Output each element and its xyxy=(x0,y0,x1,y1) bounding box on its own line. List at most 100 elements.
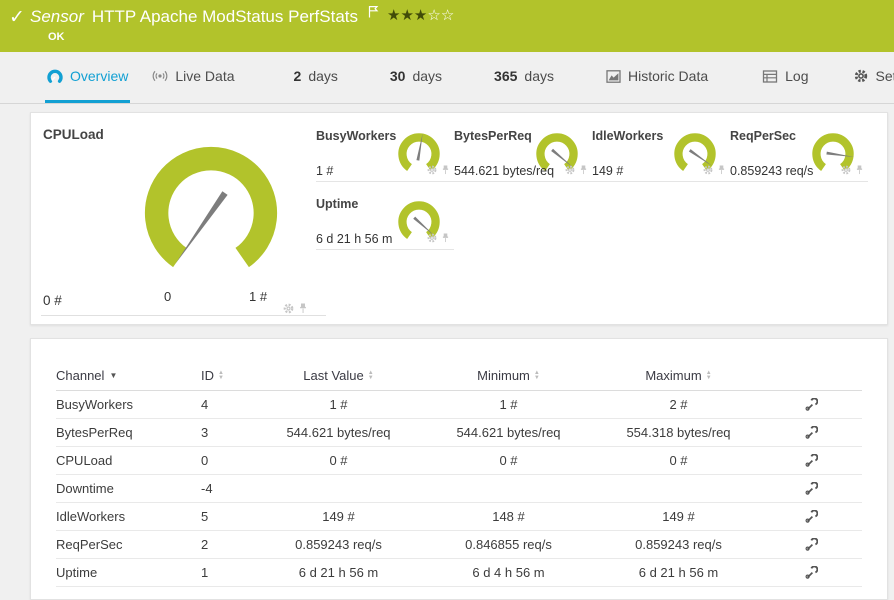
area-chart-icon xyxy=(606,69,621,84)
tab-overview-label: Overview xyxy=(70,68,129,84)
channel-name: Uptime xyxy=(56,565,98,580)
sort-icon[interactable]: ▲ ▼ xyxy=(218,369,224,381)
channel-last-value: 1 # xyxy=(329,397,348,412)
tab-2-days-number: 2 xyxy=(293,68,302,84)
status-badge: OK xyxy=(48,31,65,43)
tab-historic-data-label: Historic Data xyxy=(627,68,709,84)
channel-name: ReqPerSec xyxy=(56,537,123,552)
gauge-idleworkers-title: IdleWorkers xyxy=(592,129,664,143)
channel-id: 0 xyxy=(201,453,209,468)
gauge-idleworkers[interactable]: IdleWorkers 149 # xyxy=(592,127,730,182)
busyworkers-gauge-needle xyxy=(416,133,423,161)
table-row-bytesperreq: BytesPerReq 3 544.621 bytes/req 544.621 … xyxy=(56,419,862,447)
gauge-icon xyxy=(47,69,63,84)
channel-last-value: 0 # xyxy=(329,453,348,468)
sensor-title: HTTP Apache ModStatus PerfStats xyxy=(91,7,359,26)
priority-stars[interactable]: ★★★☆☆ xyxy=(387,6,454,24)
gauge-pin-icon[interactable] xyxy=(579,162,588,180)
gauge-pin-icon[interactable] xyxy=(717,162,726,180)
tab-365-days-number: 365 xyxy=(494,68,518,84)
cpuload-scale-max: 1 # xyxy=(249,289,268,304)
channel-settings-wrench-icon[interactable] xyxy=(805,566,818,579)
channel-id: 3 xyxy=(201,425,209,440)
channel-settings-wrench-icon[interactable] xyxy=(805,538,818,551)
bytesperreq-gauge-needle xyxy=(551,148,574,168)
table-row-uptime: Uptime 1 6 d 21 h 56 m 6 d 4 h 56 m 6 d … xyxy=(56,559,862,587)
cpuload-scale-min: 0 xyxy=(164,289,172,304)
channel-settings-wrench-icon[interactable] xyxy=(805,398,818,411)
priority-stars-filled: ★★★ xyxy=(387,7,428,24)
gauge-bytesperreq[interactable]: BytesPerReq 544.621 bytes/req xyxy=(454,127,592,182)
tab-overview[interactable]: Overview xyxy=(45,52,131,103)
gauge-bytesperreq-title: BytesPerReq xyxy=(454,129,532,143)
reqpersec-gauge-needle xyxy=(826,151,854,157)
channel-maximum: 0.859243 req/s xyxy=(635,537,722,552)
sort-icon[interactable]: ▲ ▼ xyxy=(533,369,540,381)
gauge-pin-icon[interactable] xyxy=(855,162,864,180)
channel-id: 1 xyxy=(201,565,209,580)
idleworkers-gauge-dial xyxy=(674,133,716,171)
column-header-maximum[interactable]: Maximum xyxy=(645,368,702,383)
channel-maximum: 554.318 bytes/req xyxy=(626,425,731,440)
tab-historic-data[interactable]: Historic Data xyxy=(604,52,710,103)
channel-id: 2 xyxy=(201,537,209,552)
column-header-last-value[interactable]: Last Value xyxy=(303,368,364,383)
column-header-channel[interactable]: Channel xyxy=(56,368,105,383)
gauge-pin-icon[interactable] xyxy=(298,301,308,319)
flag-icon[interactable] xyxy=(368,5,379,23)
bytesperreq-gauge-dial xyxy=(536,133,578,171)
sensor-type-label: Sensor xyxy=(30,7,84,26)
tab-log-label: Log xyxy=(785,68,809,84)
sort-desc-icon[interactable]: ▼ xyxy=(109,371,118,380)
column-header-id[interactable]: ID xyxy=(201,368,214,383)
tab-365-days[interactable]: 365 days xyxy=(492,52,556,103)
channel-settings-wrench-icon[interactable] xyxy=(805,510,818,523)
table-row-reqpersec: ReqPerSec 2 0.859243 req/s 0.846855 req/… xyxy=(56,531,862,559)
gauge-gear-icon[interactable] xyxy=(703,162,713,180)
column-header-minimum[interactable]: Minimum xyxy=(477,368,530,383)
channel-maximum: 6 d 21 h 56 m xyxy=(638,565,719,580)
tab-settings[interactable]: Settings xyxy=(852,52,894,103)
idleworkers-last-value: 149 # xyxy=(592,164,624,178)
gauge-uptime[interactable]: Uptime 6 d 21 h 56 m xyxy=(316,195,454,250)
table-row-idleworkers: IdleWorkers 5 149 # 148 # 149 # xyxy=(56,503,862,531)
table-row-busyworkers: BusyWorkers 4 1 # 1 # 2 # xyxy=(56,391,862,419)
gauge-gear-icon[interactable] xyxy=(565,162,575,180)
tab-bar: Overview Live Data 2 days 30 days 365 da… xyxy=(0,52,894,104)
channel-id: 5 xyxy=(201,509,209,524)
channel-maximum: 2 # xyxy=(669,397,688,412)
tab-settings-label: Settings xyxy=(875,68,894,84)
channel-last-value: 6 d 21 h 56 m xyxy=(298,565,379,580)
gauge-gear-icon[interactable] xyxy=(841,162,851,180)
priority-stars-empty: ☆☆ xyxy=(427,7,455,24)
tab-2-days[interactable]: 2 days xyxy=(292,52,340,103)
channel-minimum: 0 # xyxy=(499,453,518,468)
cell-divider xyxy=(41,315,326,316)
tab-30-days[interactable]: 30 days xyxy=(388,52,444,103)
gauge-pin-icon[interactable] xyxy=(441,230,450,248)
channels-panel: Channel ▼ ID ▲ ▼ Last Value ▲ ▼ Minimum ▲ ▼ Max… xyxy=(30,338,888,600)
sort-icon[interactable]: ▲ ▼ xyxy=(367,369,374,381)
log-list-icon xyxy=(762,69,778,84)
gauge-gear-icon[interactable] xyxy=(427,230,437,248)
cpuload-last-value: 0 # xyxy=(43,293,62,308)
tab-log[interactable]: Log xyxy=(760,52,810,103)
gauge-gear-icon[interactable] xyxy=(283,301,294,319)
channel-settings-wrench-icon[interactable] xyxy=(805,426,818,439)
channel-settings-wrench-icon[interactable] xyxy=(805,454,818,467)
channel-settings-wrench-icon[interactable] xyxy=(805,482,818,495)
gauge-busyworkers[interactable]: BusyWorkers 1 # xyxy=(316,127,454,182)
gauge-gear-icon[interactable] xyxy=(427,162,437,180)
uptime-gauge-needle xyxy=(413,216,435,237)
gauge-pin-icon[interactable] xyxy=(441,162,450,180)
table-row-downtime: Downtime -4 xyxy=(56,475,862,503)
gauge-reqpersec[interactable]: ReqPerSec 0.859243 req/s xyxy=(730,127,868,182)
sort-icon[interactable]: ▲ ▼ xyxy=(705,369,712,381)
idleworkers-gauge-needle xyxy=(688,149,713,167)
bytesperreq-last-value: 544.621 bytes/req xyxy=(454,164,555,178)
gauge-cpuload[interactable]: CPULoad 0 1 # 0 # xyxy=(31,113,331,324)
tab-2-days-label: days xyxy=(308,68,338,84)
channel-maximum: 0 # xyxy=(669,453,688,468)
gauge-cpuload-title: CPULoad xyxy=(43,127,104,142)
tab-live-data[interactable]: Live Data xyxy=(150,52,236,103)
